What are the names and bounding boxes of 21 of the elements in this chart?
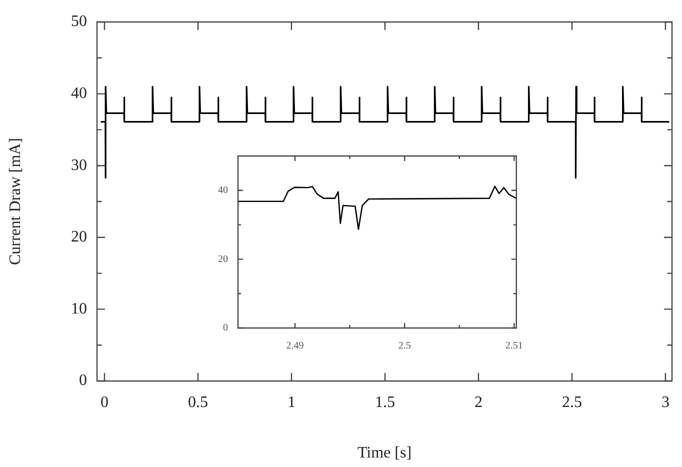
x-tick-label: 2.49 <box>286 340 304 352</box>
x-tick-label: 0 <box>100 394 108 411</box>
y-tick-label: 10 <box>71 300 87 318</box>
x-axis-title: Time [s] <box>357 444 412 462</box>
y-tick-label: 40 <box>218 185 228 196</box>
y-tick-label: 20 <box>71 228 87 246</box>
y-tick-label: 0 <box>79 372 87 390</box>
x-tick-label: 2.51 <box>505 340 523 352</box>
y-tick-label: 20 <box>218 254 228 265</box>
y-axis-title: Current Draw [mA] <box>6 138 24 266</box>
x-tick-label: 0.5 <box>188 394 208 411</box>
x-tick-label: 2.5 <box>562 394 582 411</box>
x-tick-label: 2 <box>474 394 482 411</box>
x-tick-label: 1.5 <box>374 394 395 411</box>
x-tick-label: 1 <box>287 394 296 411</box>
x-tick-label: 2.5 <box>398 340 411 352</box>
x-tick-label: 3 <box>661 394 670 411</box>
y-tick-label: 30 <box>71 156 87 174</box>
y-tick-label: 50 <box>71 13 87 30</box>
y-tick-label: 0 <box>223 322 228 334</box>
y-tick-label: 40 <box>71 85 87 102</box>
